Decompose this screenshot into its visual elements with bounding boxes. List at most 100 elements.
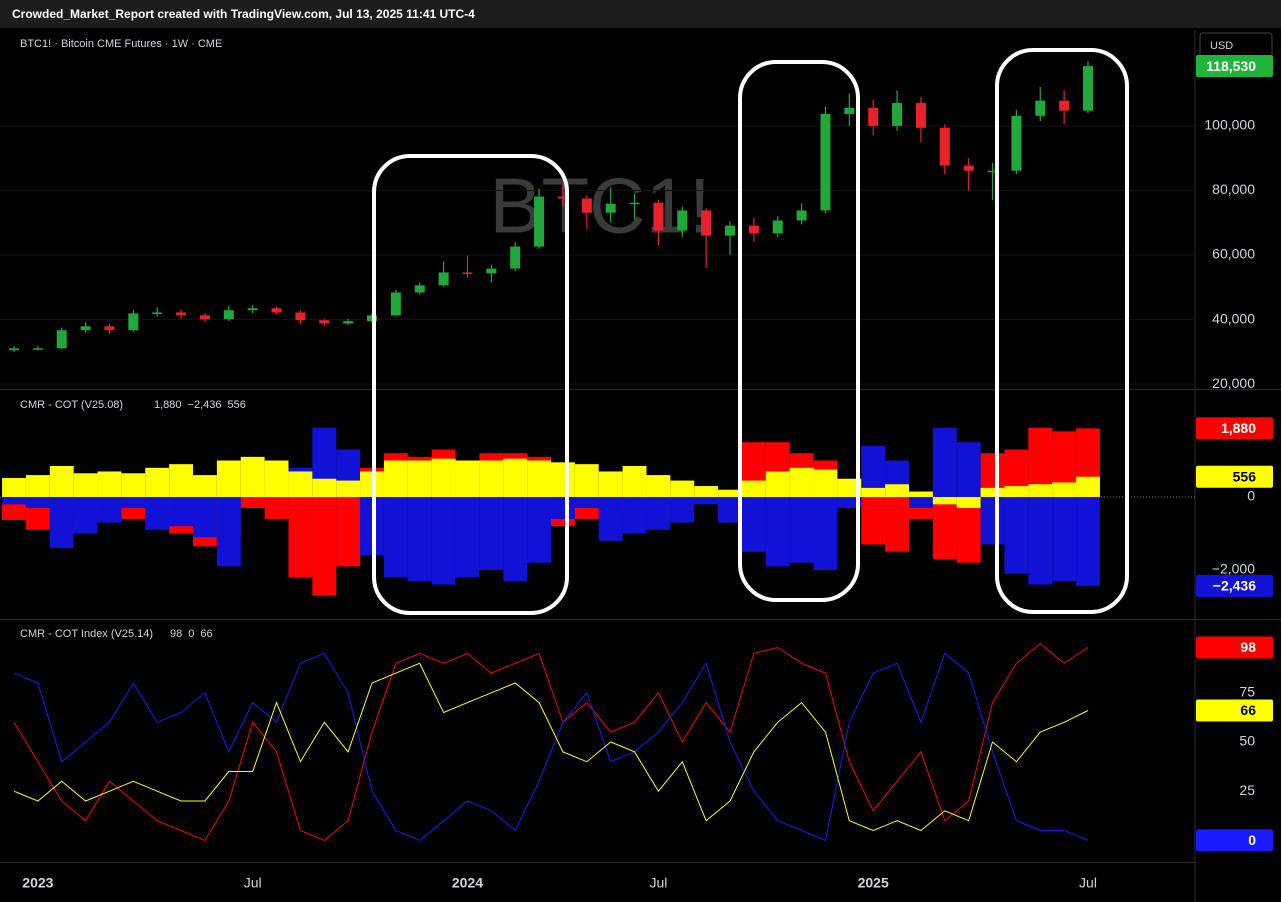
bar [718, 497, 742, 523]
candle-body [963, 165, 974, 171]
bar [407, 497, 432, 581]
bar [932, 497, 957, 505]
bar [73, 473, 98, 498]
top-bar [0, 0, 1281, 28]
bar [49, 465, 74, 498]
bar [336, 497, 361, 567]
candle-body [748, 225, 759, 234]
y-tick-label: 100,000 [1204, 117, 1255, 133]
candle-body [319, 320, 330, 324]
price-badge-label: 66 [1240, 702, 1256, 718]
bar [169, 497, 193, 527]
candle-body [1059, 100, 1070, 111]
bar [813, 469, 838, 498]
bar [527, 460, 551, 498]
bar [479, 497, 504, 571]
bar [789, 467, 814, 498]
bar [646, 497, 671, 530]
bar [145, 497, 170, 530]
bar [383, 460, 408, 498]
candle-body [56, 330, 67, 349]
bar [980, 487, 1005, 498]
bar [622, 497, 647, 534]
currency: USD [1210, 40, 1233, 52]
index-line [13, 662, 1089, 832]
candle-body [414, 285, 425, 293]
bar [765, 471, 790, 498]
bar [1004, 497, 1029, 574]
candle-body [152, 312, 163, 314]
bar [813, 497, 838, 571]
candle-body [725, 225, 735, 236]
y-tick-label: 80,000 [1212, 181, 1255, 197]
candle-body [677, 210, 688, 231]
bar [861, 487, 886, 498]
price-title: BTC1! · Bitcoin CME Futures · 1W · CME [20, 38, 222, 50]
candle-body [510, 246, 521, 269]
price-badge [1196, 574, 1273, 597]
y-tick-label: −2,000 [1212, 561, 1255, 577]
candle-body [32, 348, 43, 350]
candle-body [939, 127, 950, 166]
candle-body [462, 272, 473, 274]
bar [479, 460, 504, 498]
bar [503, 497, 528, 581]
bar [956, 497, 981, 508]
candle-body [176, 312, 187, 316]
bar [956, 442, 981, 498]
price-badge [1196, 636, 1273, 659]
price-badge-label: −2,436 [1213, 578, 1256, 594]
price-badge [1196, 829, 1273, 852]
bar [73, 497, 98, 534]
y-tick-label: 60,000 [1212, 246, 1255, 262]
price-badge [1196, 699, 1273, 722]
bar [407, 460, 432, 498]
bar [169, 464, 193, 498]
x-tick-label: Jul [649, 875, 667, 891]
bar [25, 497, 50, 508]
bar [431, 497, 456, 585]
bar [121, 473, 146, 498]
candle-body [80, 326, 91, 331]
bar [837, 497, 862, 508]
candle-body [104, 326, 115, 331]
bar [574, 464, 599, 498]
bar [1052, 482, 1077, 498]
candle-body [9, 348, 19, 351]
bar [1028, 484, 1053, 498]
candle-body [653, 202, 664, 231]
bar [2, 478, 26, 498]
bar [718, 489, 742, 498]
bar [741, 497, 766, 552]
bar [264, 497, 289, 519]
candle-body [295, 312, 306, 321]
candle-body [343, 321, 354, 324]
bar [956, 497, 981, 563]
bar [861, 497, 886, 545]
price-badge-label: 98 [1240, 639, 1256, 655]
y-tick-label: 20,000 [1212, 375, 1255, 391]
bar [598, 471, 623, 498]
bar [383, 497, 408, 578]
bar [1004, 486, 1029, 498]
x-tick-label: 2025 [858, 875, 889, 891]
bar [216, 497, 241, 567]
highlight-box [995, 48, 1129, 614]
bar [598, 497, 623, 541]
bar [1028, 427, 1053, 498]
bar [1052, 497, 1077, 581]
bar [646, 475, 671, 498]
bar [980, 497, 1005, 545]
pane-title: CMR - COT (V25.08) [20, 399, 123, 411]
bar [288, 497, 313, 578]
highlights [372, 48, 1129, 615]
price-badge [1196, 55, 1273, 78]
bar [121, 497, 146, 508]
bar [145, 467, 170, 498]
bar [455, 460, 480, 498]
bar [765, 497, 790, 567]
bar [288, 471, 313, 498]
candle-body [987, 170, 998, 173]
highlight-box [372, 154, 569, 615]
